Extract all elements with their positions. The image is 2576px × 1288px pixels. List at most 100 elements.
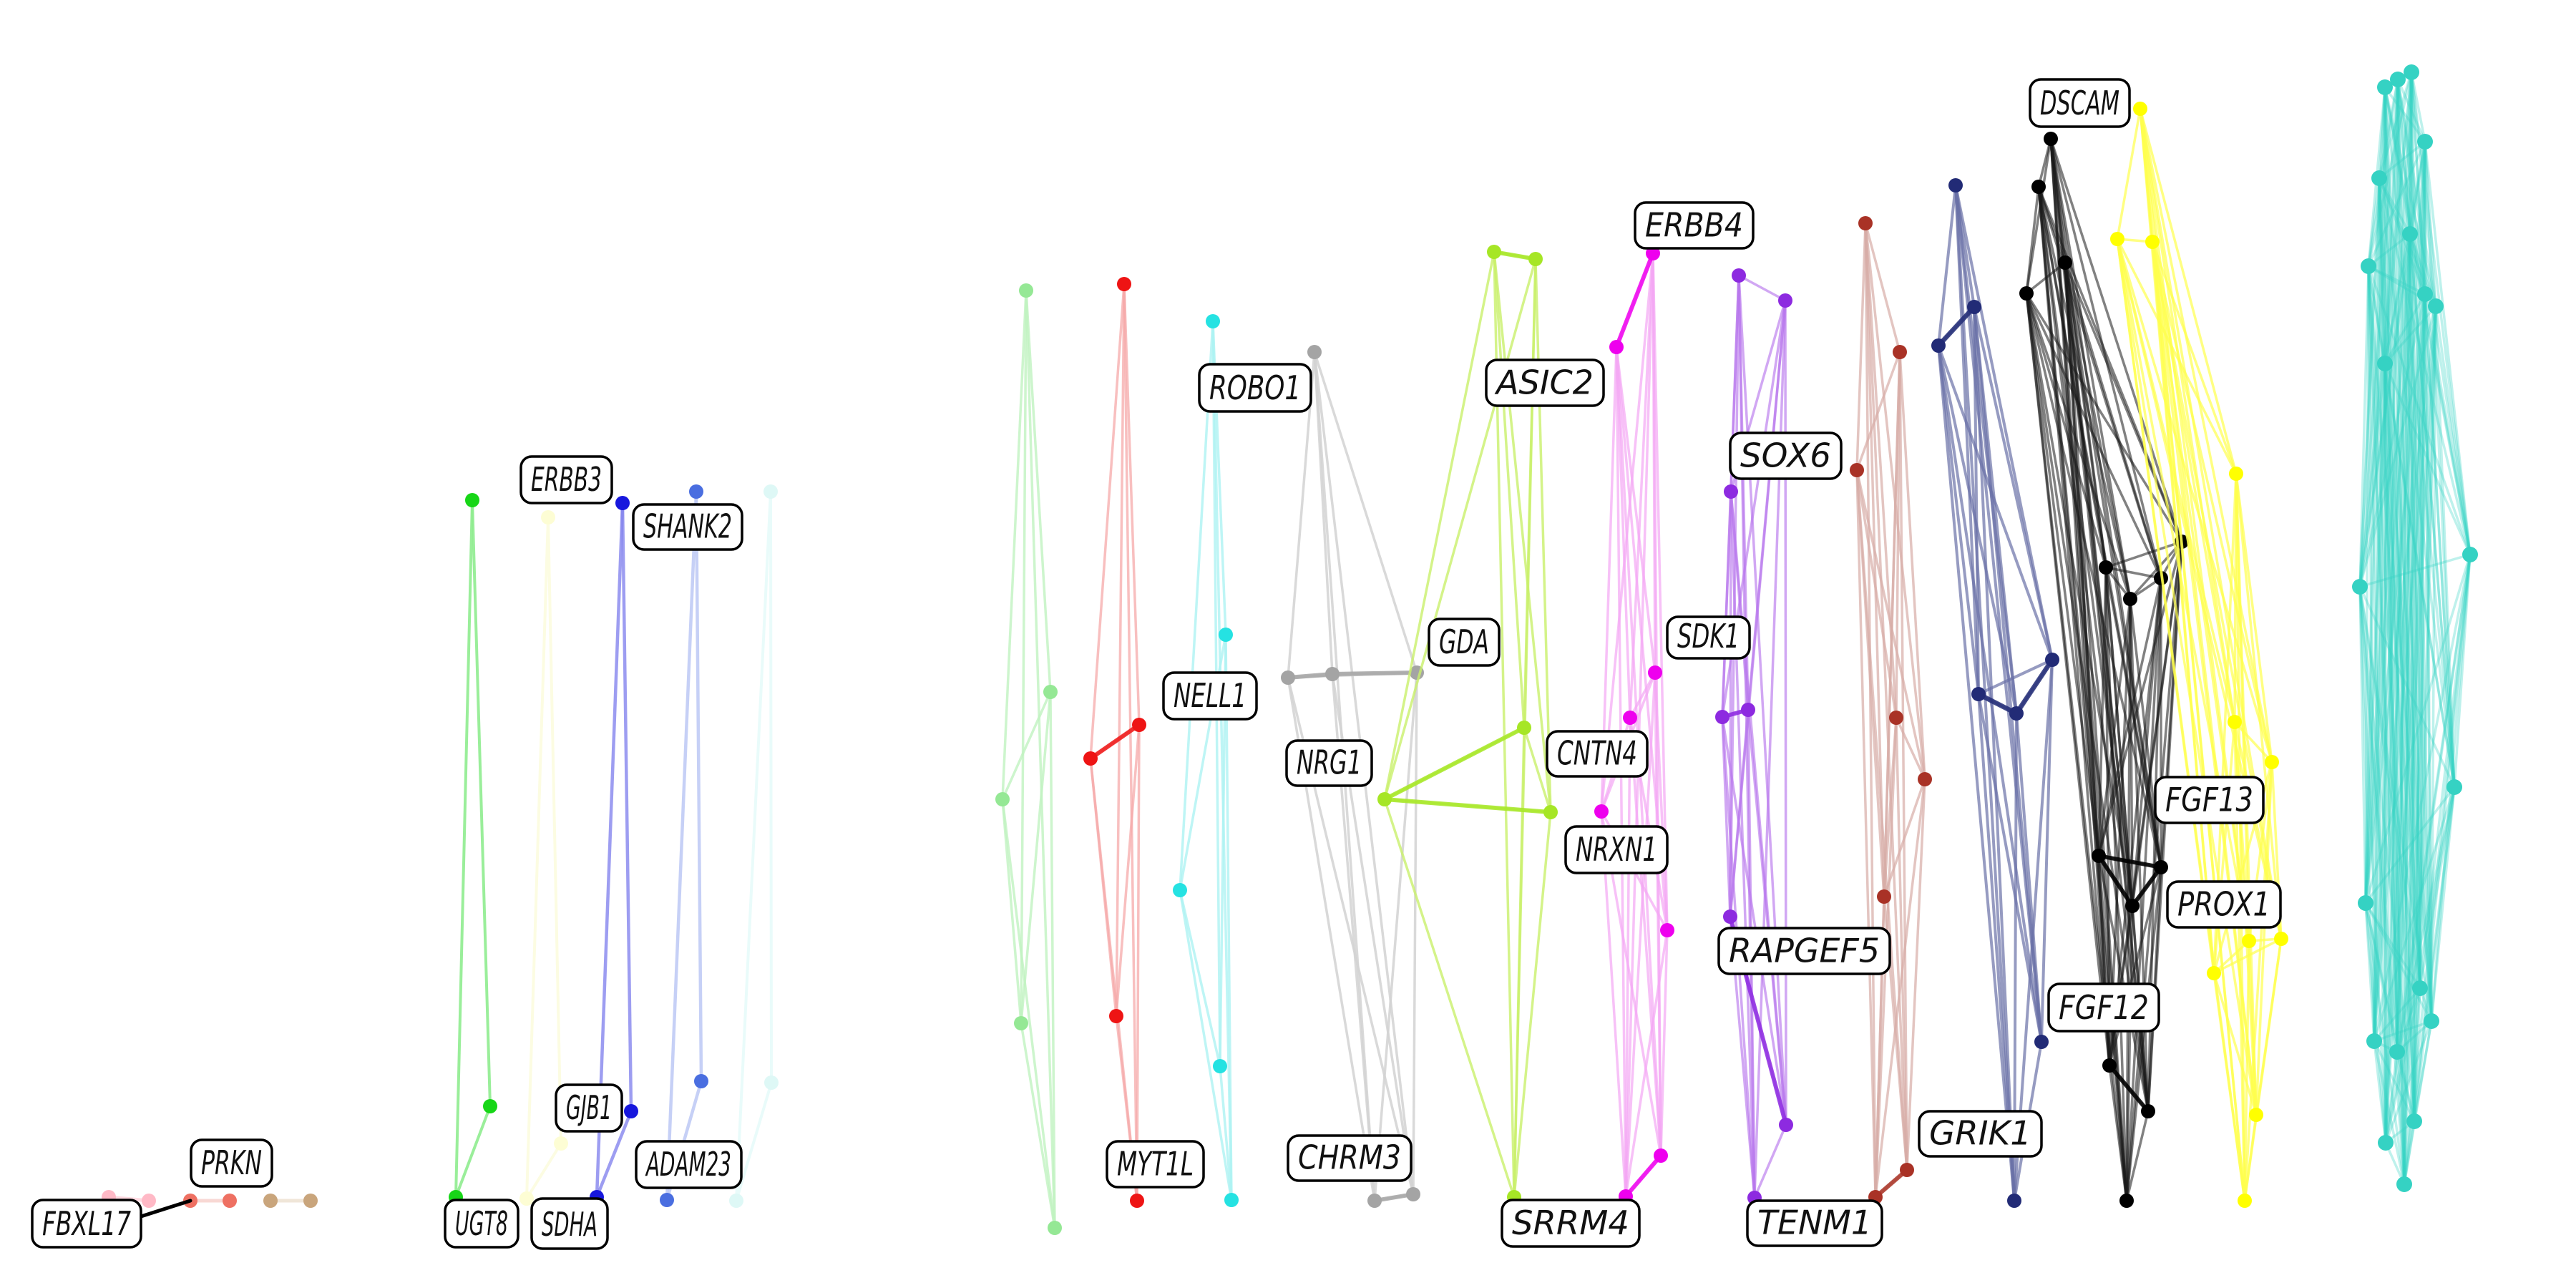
edge — [2378, 177, 2387, 1144]
edge — [2378, 177, 2437, 308]
edge — [620, 501, 633, 1113]
edge — [1729, 708, 1750, 918]
edge — [2358, 177, 2381, 588]
edge — [2378, 177, 2456, 789]
edge — [2358, 305, 2437, 588]
node — [541, 510, 555, 525]
edge — [1864, 222, 1885, 898]
edge — [1211, 320, 1233, 1201]
edge — [2396, 293, 2426, 1053]
label-box — [444, 1199, 519, 1249]
edge — [1219, 1065, 1233, 1201]
node — [2207, 966, 2221, 980]
gene-label-ROBO1: ROBO1 — [1198, 363, 1312, 413]
edge — [1179, 320, 1214, 892]
edge — [2367, 265, 2387, 1144]
node — [1918, 772, 1932, 786]
edge — [1001, 289, 1028, 801]
edge — [2025, 292, 2132, 600]
label-box — [1162, 671, 1258, 721]
edge — [2384, 71, 2413, 365]
label-box — [1287, 1134, 1413, 1182]
edge — [2378, 86, 2386, 180]
node — [1850, 463, 1864, 477]
edge — [2384, 140, 2426, 365]
node — [1117, 277, 1131, 291]
node — [2352, 579, 2368, 595]
edge — [2409, 233, 2472, 556]
cluster-cyan — [1173, 314, 1239, 1207]
edge — [2396, 78, 2426, 143]
edge — [2364, 140, 2426, 904]
edge — [1654, 671, 1669, 932]
edge — [2373, 293, 2426, 1043]
edge — [2403, 987, 2421, 1186]
label-box — [1198, 363, 1312, 413]
node — [1724, 484, 1738, 499]
edge — [2403, 71, 2413, 1186]
edge — [595, 501, 625, 1199]
edge — [1973, 306, 2016, 1202]
label-text: ASIC2 — [1494, 363, 1594, 401]
node — [303, 1194, 318, 1208]
edge — [1136, 723, 1141, 1202]
edge — [2364, 902, 2399, 1053]
edge — [1977, 693, 2043, 1043]
node — [2228, 715, 2242, 729]
edge — [2403, 293, 2426, 1186]
edge — [2064, 261, 2162, 580]
node — [763, 484, 778, 499]
edge — [1049, 691, 1056, 1229]
node — [1517, 721, 1531, 735]
edge — [2364, 362, 2386, 904]
edge — [1115, 283, 1126, 1018]
edge — [2419, 140, 2426, 990]
accent-edge — [1382, 797, 1553, 814]
node — [2358, 895, 2373, 911]
edge — [2151, 240, 2283, 940]
node — [2019, 286, 2034, 301]
node — [2009, 706, 2024, 721]
node — [1043, 685, 1058, 699]
edge — [1624, 671, 1657, 1198]
edge — [2364, 902, 2387, 1144]
node — [1660, 923, 1674, 937]
label-box — [1729, 431, 1843, 480]
node — [1741, 703, 1755, 717]
edge — [2097, 597, 2132, 857]
edge — [2235, 472, 2283, 940]
edge — [2403, 140, 2426, 1186]
edge — [1855, 469, 1898, 719]
edge — [2243, 940, 2250, 1202]
edge — [1412, 671, 1418, 1196]
label-text: FBXL17 — [42, 1204, 131, 1243]
edge — [1025, 289, 1052, 693]
edge — [2108, 1064, 2128, 1202]
label-text: GRIK1 — [1929, 1114, 2031, 1153]
cluster-tan-pair — [263, 1194, 318, 1208]
cluster-magenta — [1594, 246, 1674, 1204]
edge — [2129, 597, 2162, 869]
node — [2390, 72, 2406, 87]
edge — [2025, 185, 2040, 295]
edge — [1383, 258, 1537, 801]
edge — [1855, 469, 1908, 1171]
node — [2102, 1058, 2117, 1073]
edge — [2424, 140, 2456, 789]
label-box — [530, 1197, 609, 1250]
edge — [2097, 566, 2107, 857]
edge — [2403, 233, 2411, 1186]
edge — [2413, 987, 2421, 1123]
edge — [2378, 177, 2421, 990]
edge — [1737, 274, 1787, 1126]
edge — [2358, 78, 2399, 588]
edge — [2125, 1110, 2150, 1202]
accent-edge — [2097, 854, 2163, 869]
node — [1048, 1221, 1062, 1235]
edge — [2396, 78, 2426, 296]
node — [1931, 338, 1946, 353]
edge — [2384, 86, 2399, 1053]
edge — [2116, 238, 2273, 763]
node — [2031, 180, 2046, 194]
